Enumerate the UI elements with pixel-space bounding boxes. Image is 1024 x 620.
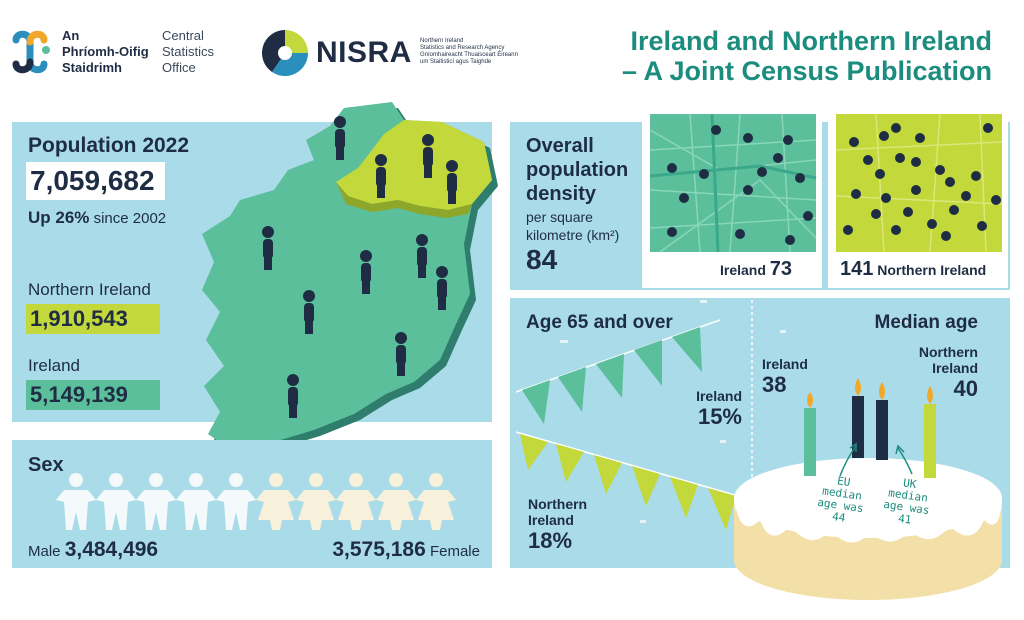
female-label: Female (429, 543, 480, 560)
age65-ni-label-line2: Ireland (528, 512, 574, 528)
density-heading-line2: population (526, 159, 629, 181)
female-stat: 3,575,186 Female (332, 538, 480, 562)
cso-irish-line2: Phríomh-Oifig (62, 44, 149, 59)
ni-population-label: Northern Ireland (28, 280, 151, 299)
ireland-density-label: Ireland (720, 262, 766, 278)
male-label: Male (28, 543, 61, 560)
age65-ireland-value: 15% (697, 404, 742, 429)
nisra-sub-line4: um Staitisticí agus Taighde (420, 59, 492, 65)
age65-ireland: Ireland 15% (690, 388, 742, 430)
median-ireland-value: 38 (762, 372, 787, 397)
nisra-wordmark: NISRA (316, 36, 412, 69)
density-subheading: per square kilometre (km²) (526, 208, 619, 244)
cso-irish-line3: Staidrimh (62, 60, 122, 75)
male-value: 3,484,496 (64, 538, 159, 561)
population-growth: Up 26% since 2002 (28, 208, 166, 228)
eu-median-note: EU median age was 44 (815, 473, 868, 527)
median-ni-label-line1: Northern (918, 344, 978, 360)
median-ireland-label: Ireland (762, 356, 808, 372)
ireland-density-value: 73 (769, 258, 793, 280)
population-growth-bold: Up 26% (28, 208, 90, 227)
cso-english-line1: Central (162, 28, 204, 43)
age65-ireland-label: Ireland (696, 388, 742, 404)
cso-irish-line1: An (62, 28, 80, 43)
ni-density-value: 141 (840, 258, 874, 280)
ie-population-value: 5,149,139 (26, 380, 160, 410)
nisra-sub-line2: Statistics and Research Agency (420, 45, 505, 51)
median-ni: Northern Ireland 40 (919, 344, 978, 402)
ni-population-value: 1,910,543 (26, 304, 160, 334)
density-heading-line3: density (526, 183, 597, 205)
age65-ni-value: 18% (528, 528, 573, 553)
cso-english-line2: Statistics (162, 44, 215, 59)
density-sub-line1: per square (526, 209, 593, 225)
page-title: Ireland and Northern Ireland – A Joint C… (622, 26, 992, 86)
density-heading-line1: Overall (526, 135, 594, 157)
nisra-sub-line3: Gníomhaireacht Thuaisceart Éireann (420, 52, 518, 58)
median-heading: Median age (874, 312, 978, 333)
median-ni-value: 40 (953, 376, 978, 401)
male-stat: Male 3,484,496 (28, 538, 158, 562)
female-value: 3,575,186 (332, 538, 426, 561)
density-sub-line2: kilometre (km²) (526, 227, 620, 243)
sex-heading: Sex (28, 454, 64, 476)
population-growth-rest: since 2002 (93, 210, 167, 227)
cso-logo: An Phríomh-Oifig Staidrimh Central Stati… (10, 26, 230, 80)
ireland-density: Ireland 73 (720, 258, 792, 281)
nisra-logo: NISRA Northern Ireland Statistics and Re… (258, 26, 528, 80)
nisra-sub-line1: Northern Ireland (420, 38, 464, 44)
age65-ni: Northern Ireland 18% (528, 496, 587, 554)
cso-logo-icon (12, 30, 50, 74)
median-ni-label-line2: Ireland (932, 360, 978, 376)
population-total: 7,059,682 (26, 162, 165, 200)
page-title-line2: – A Joint Census Publication (621, 56, 992, 86)
age65-ni-label-line1: Northern (528, 496, 588, 512)
density-heading: Overall population density (526, 134, 628, 206)
age65-heading: Age 65 and over (526, 312, 673, 333)
median-ireland: Ireland 38 (762, 356, 808, 398)
cso-english-line3: Office (162, 60, 196, 75)
ni-density-label: Northern Ireland (877, 262, 987, 278)
density-overall-value: 84 (526, 244, 558, 275)
population-heading: Population 2022 (28, 134, 190, 157)
ni-density: 141 Northern Ireland (840, 258, 986, 281)
ie-population-label: Ireland (28, 356, 80, 375)
page-title-line1: Ireland and Northern Ireland (630, 26, 992, 56)
uk-median-note: UK median age was 41 (881, 475, 934, 529)
nisra-logo-icon (261, 29, 308, 77)
